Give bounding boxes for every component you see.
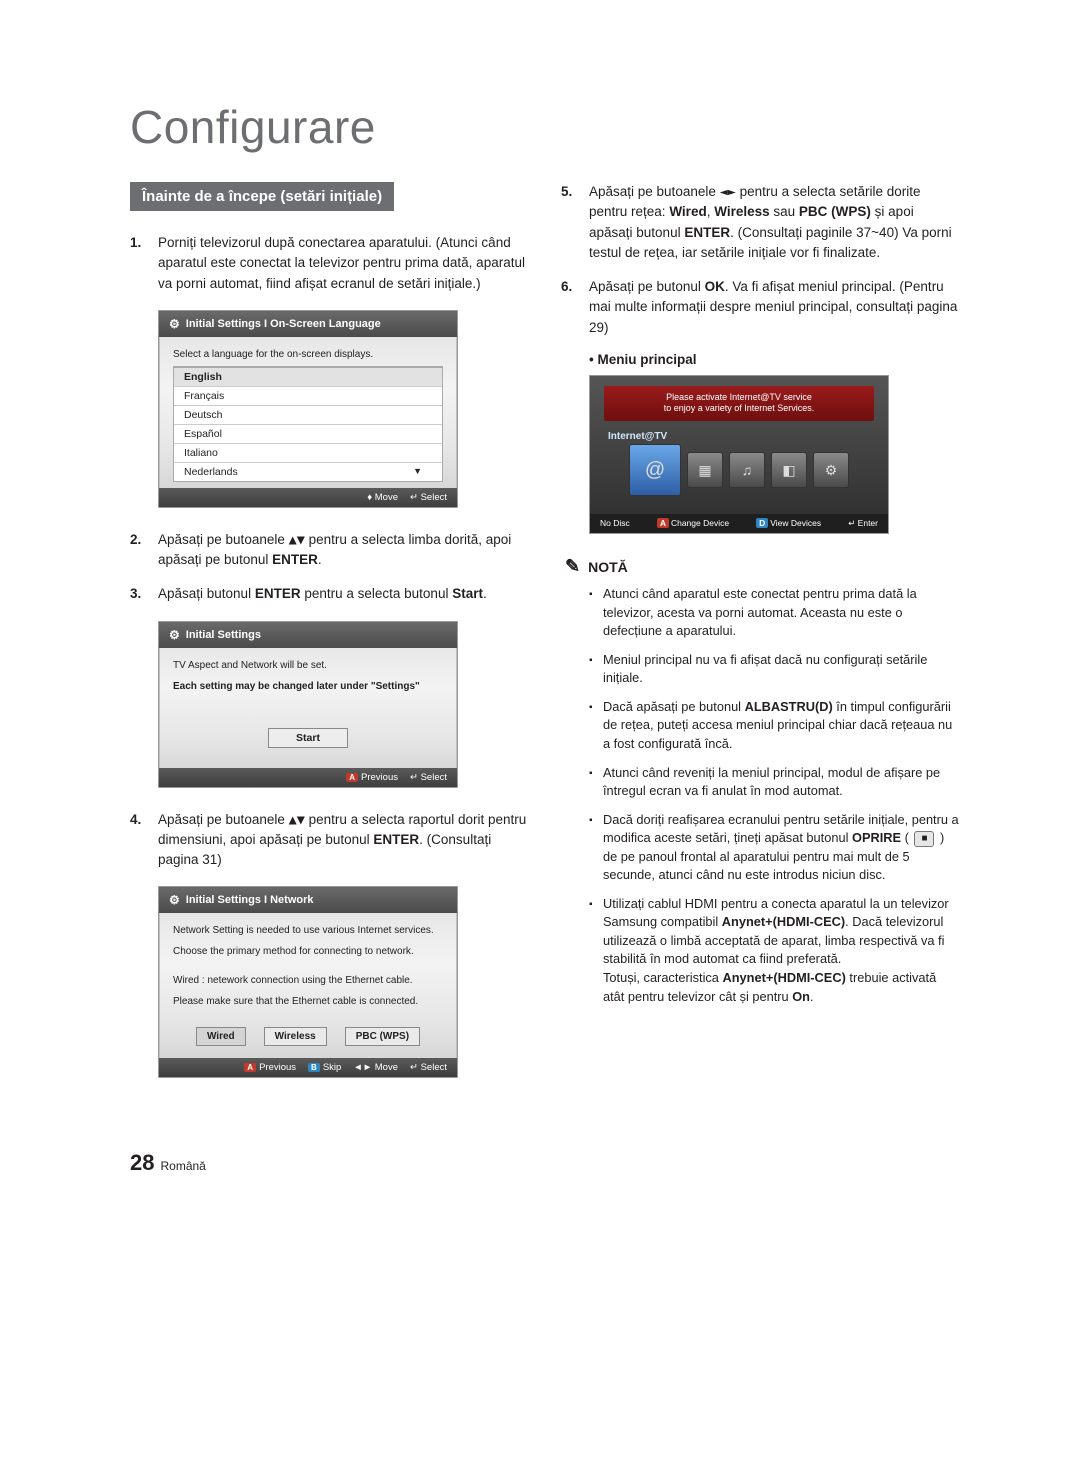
mock-start: ⚙ Initial Settings TV Aspect and Network …	[158, 621, 458, 788]
step-5: Apăsați pe butoanele ◄► pentru a selecta…	[561, 182, 960, 263]
page-title: Configurare	[130, 100, 960, 154]
page-number: 28	[130, 1150, 154, 1176]
step-1: Porniți televizorul după conectarea apar…	[130, 233, 529, 294]
mock-network: ⚙ Initial Settings I Network Network Sett…	[158, 886, 458, 1078]
note-item: Atunci când reveniți la meniul principal…	[589, 764, 960, 801]
mock3-line4: Please make sure that the Ethernet cable…	[173, 992, 443, 1013]
hint-enter: ↵ Enter	[848, 518, 878, 529]
hint-previous: APrevious	[346, 772, 398, 783]
net-pbc-button[interactable]: PBC (WPS)	[345, 1027, 420, 1046]
lang-option[interactable]: English	[174, 367, 442, 387]
section-header: Înainte de a începe (setări inițiale)	[130, 182, 394, 211]
mock-header: ⚙ Initial Settings I On-Screen Language	[159, 311, 457, 337]
gear-icon: ⚙	[169, 628, 180, 642]
music-icon[interactable]: ♫	[729, 452, 765, 488]
hint-change-device: AChange Device	[657, 518, 729, 529]
hint-view-devices: DView Devices	[756, 518, 821, 529]
step-3: Apăsați butonul ENTER pentru a selecta b…	[130, 584, 529, 604]
mock2-title: Initial Settings	[186, 629, 261, 641]
right-column: Apăsați pe butoanele ◄► pentru a selecta…	[561, 182, 960, 1100]
lang-option[interactable]: Français	[174, 387, 442, 406]
mock-main-menu: Please activate Internet@TV service to e…	[589, 375, 889, 534]
photos-icon[interactable]: ◧	[771, 452, 807, 488]
step-4: Apăsați pe butoanele ▲▼ pentru a selecta…	[130, 810, 529, 871]
mock1-prompt: Select a language for the on-screen disp…	[173, 345, 443, 366]
lang-option[interactable]: Italiano	[174, 444, 442, 463]
hint-select: ↵ Select	[410, 772, 447, 783]
note-item: Utilizați cablul HDMI pentru a conecta a…	[589, 895, 960, 1006]
mock1-title: Initial Settings I On-Screen Language	[186, 318, 381, 330]
note-heading: ✎ NOTĂ	[565, 556, 960, 577]
step-6: Apăsați pe butonul OK. Va fi afișat meni…	[561, 277, 960, 338]
gear-icon: ⚙	[169, 893, 180, 907]
hint-select: ↵ Select	[410, 492, 447, 503]
videos-icon[interactable]: ▦	[687, 452, 723, 488]
internet-tv-label: Internet@TV	[590, 421, 888, 446]
menu-banner: Please activate Internet@TV service to e…	[604, 386, 874, 421]
note-icon: ✎	[565, 556, 580, 577]
note-item: Dacă apăsați pe butonul ALBASTRU(D) în t…	[589, 698, 960, 754]
settings-icon[interactable]: ⚙	[813, 452, 849, 488]
page-lang: Română	[160, 1159, 205, 1173]
mock-language: ⚙ Initial Settings I On-Screen Language …	[158, 310, 458, 508]
note-item: Atunci când aparatul este conectat pentr…	[589, 585, 960, 641]
lang-option[interactable]: Español	[174, 425, 442, 444]
net-wired-button[interactable]: Wired	[196, 1027, 246, 1046]
step-2: Apăsați pe butoanele ▲▼ pentru a selecta…	[130, 530, 529, 571]
chevron-down-icon: ▼	[413, 466, 422, 476]
lang-option[interactable]: Nederlands▼	[174, 463, 442, 481]
mock2-line1: TV Aspect and Network will be set.	[173, 656, 443, 677]
net-wireless-button[interactable]: Wireless	[264, 1027, 327, 1046]
mock-footer: ♦ Move ↵ Select	[159, 488, 457, 507]
hint-select: ↵ Select	[410, 1062, 447, 1073]
notes-list: Atunci când aparatul este conectat pentr…	[561, 585, 960, 1006]
mock3-title: Initial Settings I Network	[186, 894, 314, 906]
mock3-line2: Choose the primary method for connecting…	[173, 942, 443, 963]
note-item: Meniul principal nu va fi afișat dacă nu…	[589, 651, 960, 688]
hint-move: ♦ Move	[367, 492, 398, 503]
mock2-line2: Each setting may be changed later under …	[173, 677, 443, 698]
gear-icon: ⚙	[169, 317, 180, 331]
page-footer: 28 Română	[130, 1150, 960, 1176]
no-disc-label: No Disc	[600, 518, 630, 529]
hint-skip: BSkip	[308, 1062, 341, 1073]
language-list: English Français Deutsch Español Italian…	[173, 366, 443, 482]
mock3-line3: Wired : netework connection using the Et…	[173, 971, 443, 992]
internet-tv-icon[interactable]: @	[629, 444, 681, 496]
hint-move: ◄► Move	[353, 1062, 398, 1073]
left-column: Înainte de a începe (setări inițiale) Po…	[130, 182, 529, 1100]
stop-icon: ■	[914, 831, 934, 848]
note-item: Dacă doriți reafișarea ecranului pentru …	[589, 811, 960, 885]
hint-previous: APrevious	[244, 1062, 296, 1073]
steps-1-4: Porniți televizorul după conectarea apar…	[130, 233, 529, 294]
lang-option[interactable]: Deutsch	[174, 406, 442, 425]
mock3-line1: Network Setting is needed to use various…	[173, 921, 443, 942]
start-button[interactable]: Start	[268, 728, 348, 748]
menu-principal-label: • Meniu principal	[589, 352, 960, 367]
